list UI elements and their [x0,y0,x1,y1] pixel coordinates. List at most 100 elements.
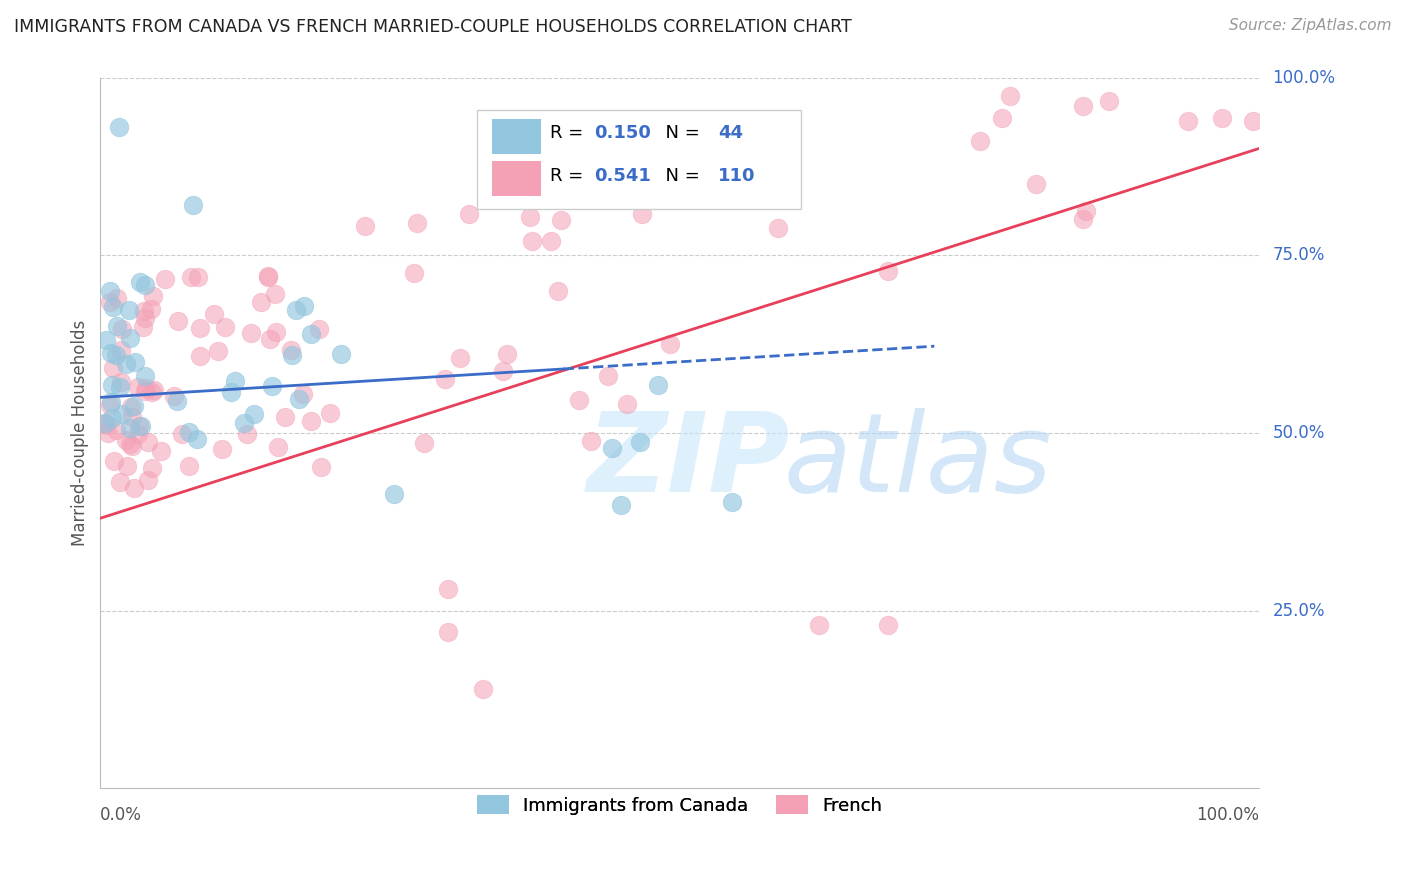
Point [100,345,122,359]
Point [134,277,156,292]
Point [93,416,115,430]
Point [519,210,541,224]
Point [98,284,121,298]
Point [749,145,772,160]
Point [101,361,124,376]
Point [100,394,122,409]
Point [110,376,132,390]
Point [616,397,638,411]
Point [118,437,141,451]
Point [127,379,149,393]
Point [224,374,246,388]
Point [259,332,281,346]
Point [127,427,149,442]
Point [129,418,152,433]
Point [118,331,141,345]
Point [876,263,898,277]
Point [97,426,120,441]
Text: 0.541: 0.541 [593,167,651,185]
Point [724,175,747,189]
Point [108,120,131,135]
Point [188,320,211,334]
Point [118,420,141,434]
Point [1025,177,1047,191]
Point [115,357,138,371]
Point [1177,114,1199,128]
Text: R =: R = [550,124,589,142]
Point [1071,99,1094,113]
Point [659,336,682,351]
Point [628,434,651,449]
Point [120,400,142,414]
Point [163,389,186,403]
Point [353,219,375,233]
Point [141,301,163,316]
Text: 50.0%: 50.0% [1272,424,1324,442]
Point [105,423,128,437]
Point [115,458,138,473]
Point [214,320,236,334]
Point [405,216,427,230]
Point [132,304,155,318]
Point [150,443,173,458]
Point [105,349,128,363]
Point [382,486,405,500]
Point [108,475,131,490]
Point [143,383,166,397]
Point [108,380,131,394]
Point [111,407,134,421]
Point [167,314,190,328]
Point [877,617,900,632]
Point [134,311,156,326]
Point [188,349,211,363]
Point [118,303,141,318]
FancyBboxPatch shape [477,110,801,209]
Point [103,454,125,468]
Text: 44: 44 [717,124,742,142]
Point [1097,94,1119,108]
Point [122,399,145,413]
Point [267,440,290,454]
Text: N =: N = [654,167,706,185]
Point [540,234,562,248]
Point [250,295,273,310]
Point [134,384,156,398]
Point [110,322,132,336]
Text: atlas: atlas [783,408,1053,515]
Point [647,378,669,392]
FancyBboxPatch shape [492,161,540,196]
Point [136,435,159,450]
Point [292,299,315,313]
Text: ZIP: ZIP [586,408,790,515]
Point [141,461,163,475]
Point [257,270,280,285]
Point [121,439,143,453]
Point [1211,111,1233,125]
Point [128,419,150,434]
Point [449,351,471,365]
Point [94,416,117,430]
Point [285,303,308,318]
Point [807,617,830,632]
Point [134,368,156,383]
Point [105,291,128,305]
Point [274,409,297,424]
Point [257,269,280,284]
Point [318,407,340,421]
Text: 0.0%: 0.0% [100,806,142,824]
Text: 75.0%: 75.0% [1272,246,1324,264]
Point [292,387,315,401]
Point [94,418,117,433]
Point [1076,203,1098,218]
Point [280,343,302,357]
Point [211,442,233,456]
Point [172,427,194,442]
Point [492,363,515,377]
Point [471,681,494,696]
Point [177,425,200,439]
Point [110,343,132,357]
Point [720,495,742,509]
Text: N =: N = [654,124,706,142]
Point [202,307,225,321]
Point [180,270,202,285]
